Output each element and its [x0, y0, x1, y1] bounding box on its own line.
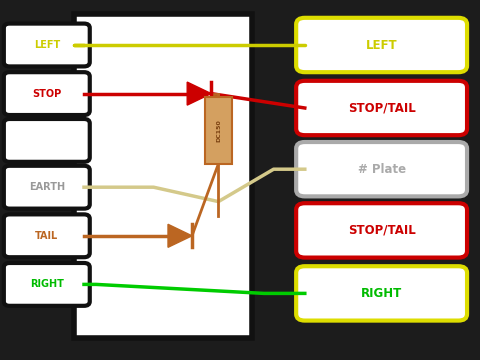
FancyBboxPatch shape [4, 119, 90, 162]
FancyBboxPatch shape [296, 203, 467, 258]
FancyBboxPatch shape [296, 142, 467, 197]
FancyBboxPatch shape [74, 14, 252, 338]
FancyBboxPatch shape [296, 81, 467, 135]
FancyBboxPatch shape [296, 18, 467, 72]
Text: RIGHT: RIGHT [361, 287, 402, 300]
Polygon shape [168, 224, 192, 247]
Text: # Plate: # Plate [358, 163, 406, 176]
Text: STOP/TAIL: STOP/TAIL [348, 102, 416, 114]
Text: STOP/TAIL: STOP/TAIL [348, 224, 416, 237]
FancyBboxPatch shape [4, 72, 90, 115]
Text: DC150: DC150 [216, 119, 221, 142]
Text: STOP: STOP [32, 89, 61, 99]
FancyBboxPatch shape [205, 97, 232, 164]
Text: RIGHT: RIGHT [30, 279, 64, 289]
Text: LEFT: LEFT [366, 39, 397, 51]
Text: TAIL: TAIL [35, 231, 59, 241]
FancyBboxPatch shape [4, 24, 90, 67]
FancyBboxPatch shape [296, 266, 467, 321]
Text: LEFT: LEFT [34, 40, 60, 50]
FancyBboxPatch shape [4, 263, 90, 306]
Polygon shape [187, 82, 211, 105]
Text: EARTH: EARTH [29, 182, 65, 192]
FancyBboxPatch shape [4, 215, 90, 257]
FancyBboxPatch shape [4, 166, 90, 209]
